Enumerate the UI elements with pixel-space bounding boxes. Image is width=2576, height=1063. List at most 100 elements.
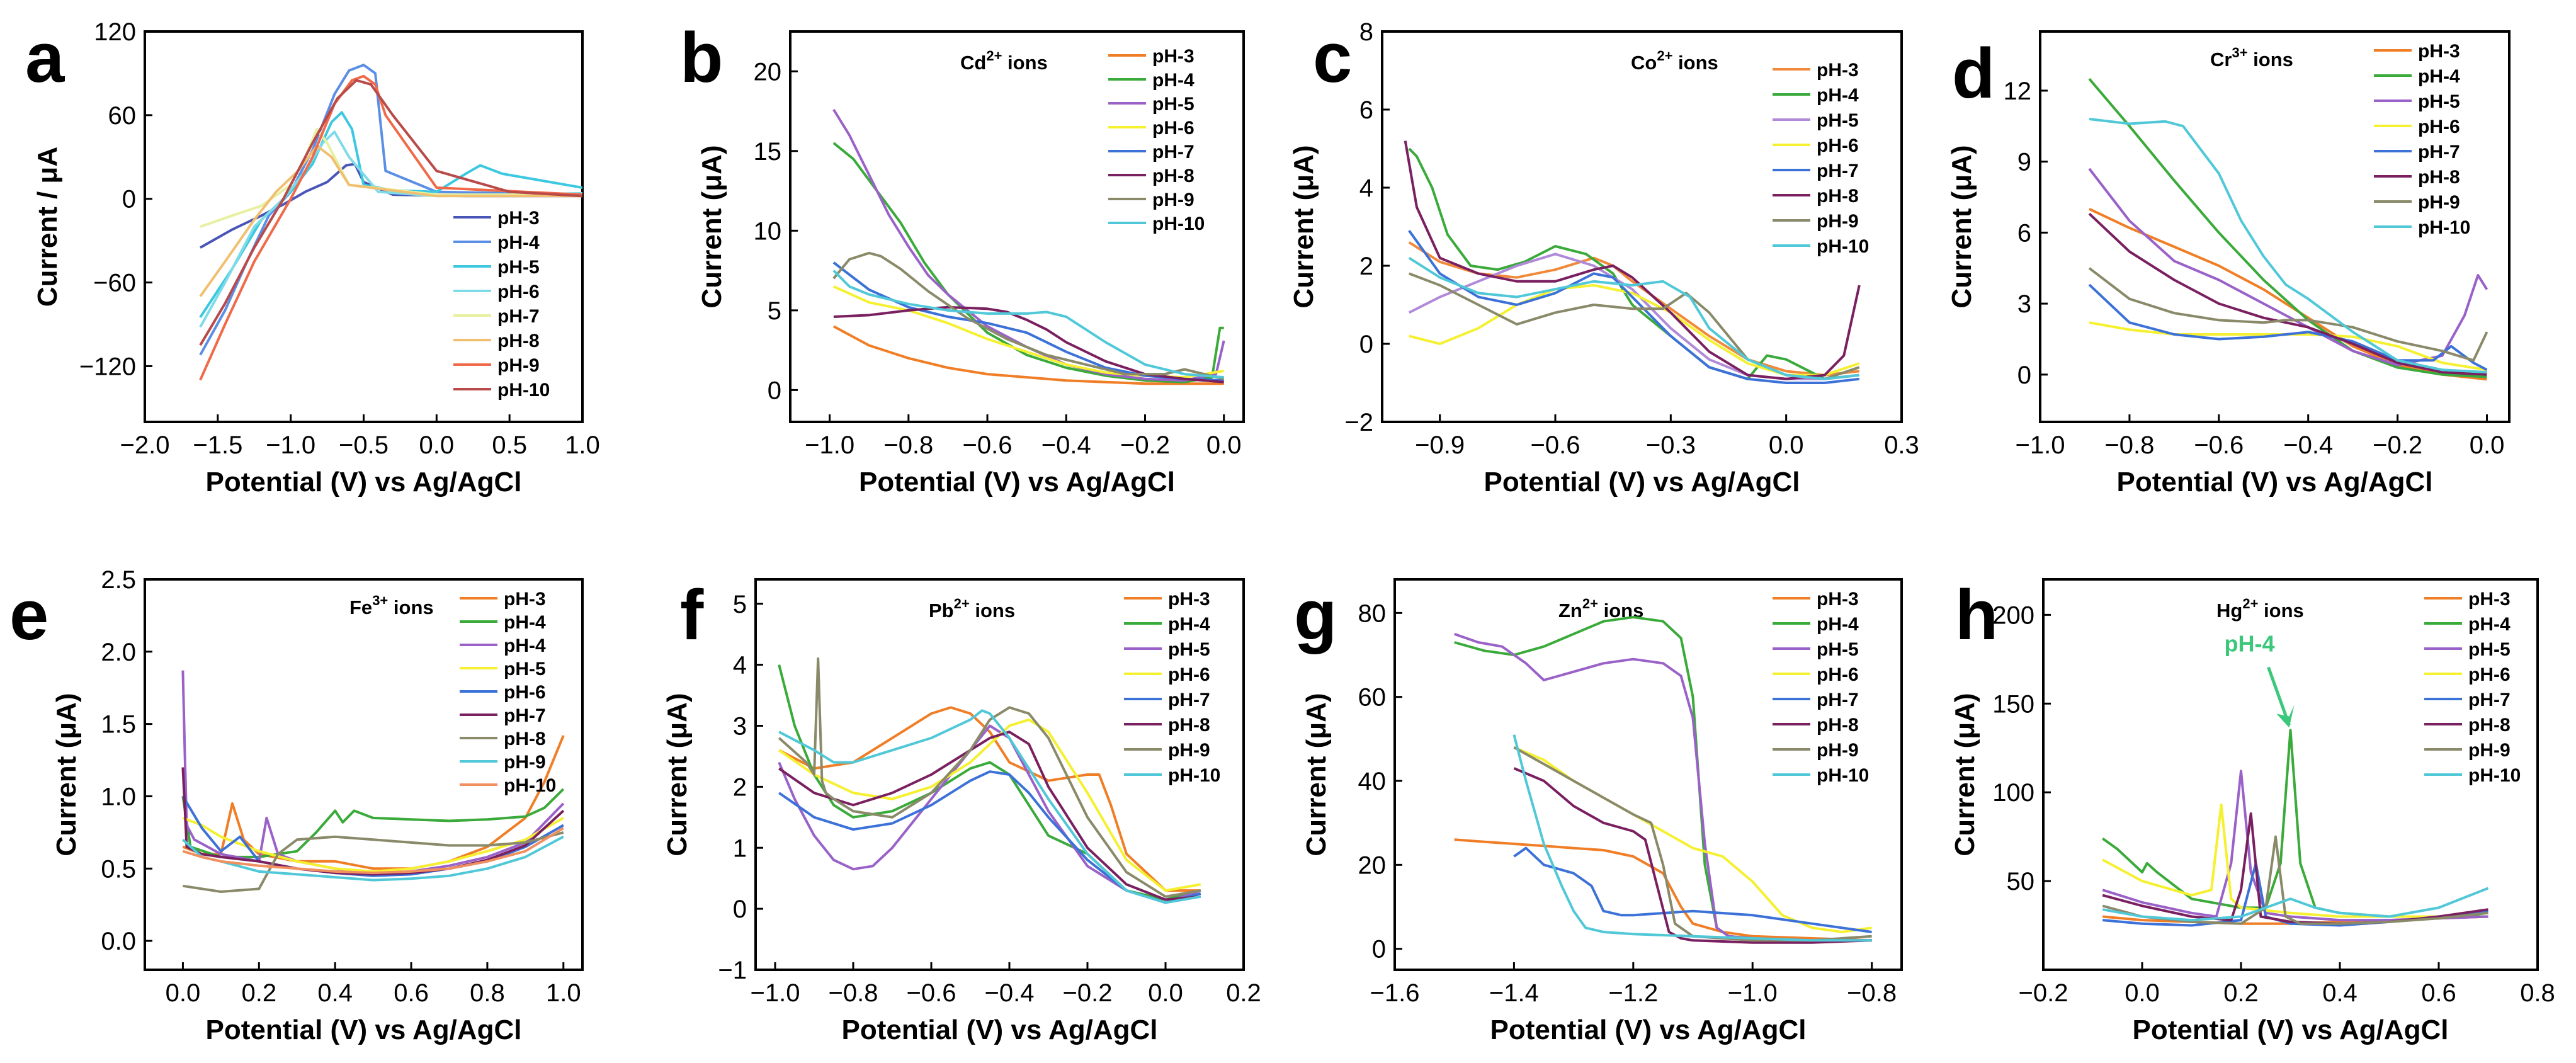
x-tick-label: 0.2 bbox=[241, 979, 276, 1007]
x-tick-label: 1.0 bbox=[565, 431, 600, 459]
plot-frame bbox=[144, 578, 584, 971]
series-line-pH-7 bbox=[1408, 230, 1860, 384]
x-tick-label: −1.5 bbox=[193, 431, 242, 459]
x-tick-label: −1.0 bbox=[1728, 979, 1778, 1007]
legend-label: pH-5 bbox=[504, 659, 546, 679]
y-tick-label: 15 bbox=[754, 138, 782, 166]
plot-frame bbox=[1381, 30, 1903, 423]
series-line-pH-5 bbox=[182, 817, 564, 873]
panel-title: Fe3+ ions bbox=[349, 593, 434, 618]
x-axis-title: Potential (V) vs Ag/AgCl bbox=[859, 467, 1175, 497]
y-tick-label: 60 bbox=[1358, 684, 1387, 712]
y-tick-label: 6 bbox=[2017, 219, 2031, 247]
x-tick-label: −0.6 bbox=[2194, 431, 2244, 459]
legend-label: pH-6 bbox=[497, 281, 540, 302]
x-tick-label: −1.4 bbox=[1489, 979, 1539, 1007]
legend-label: pH-8 bbox=[1817, 715, 1859, 736]
x-tick-label: 0.6 bbox=[394, 979, 429, 1007]
series-line-pH-5 bbox=[1454, 632, 1872, 942]
legend-label: pH-9 bbox=[1817, 740, 1859, 761]
plot-frame bbox=[789, 30, 1245, 423]
x-tick-label: 0.0 bbox=[2470, 431, 2505, 459]
x-tick-label: −0.2 bbox=[2373, 431, 2422, 459]
series-line-pH-3 bbox=[778, 706, 1201, 892]
legend-label: pH-9 bbox=[1168, 740, 1210, 761]
y-tick-label: 1.0 bbox=[101, 783, 136, 810]
series-line-pH-9 bbox=[2102, 835, 2488, 925]
y-tick-label: −120 bbox=[79, 353, 136, 380]
x-tick-label: 1.0 bbox=[546, 979, 581, 1007]
x-tick-label: −0.8 bbox=[1847, 979, 1897, 1007]
x-tick-label: −0.6 bbox=[963, 431, 1013, 459]
x-tick-label: 0.2 bbox=[1226, 979, 1261, 1007]
series-line-pH-8 bbox=[1513, 767, 1872, 944]
legend-label: pH-9 bbox=[1817, 211, 1859, 232]
y-tick-label: −2 bbox=[1344, 409, 1373, 436]
y-tick-label: 2.5 bbox=[101, 566, 136, 594]
y-tick-label: 3 bbox=[2017, 290, 2031, 318]
series-line-pH-8 bbox=[2088, 212, 2487, 376]
y-axis-title: Current / μA bbox=[32, 147, 63, 307]
legend-label: pH-5 bbox=[1817, 110, 1859, 131]
legend-label: pH-4 bbox=[2418, 66, 2460, 87]
x-tick-label: 0.0 bbox=[1148, 979, 1183, 1007]
y-tick-label: 0 bbox=[1359, 331, 1373, 358]
legend-label: pH-5 bbox=[497, 257, 540, 278]
x-tick-label: −0.4 bbox=[985, 979, 1035, 1007]
series-line-pH-9 bbox=[832, 251, 1225, 380]
y-tick-label: 0 bbox=[1372, 936, 1386, 964]
series-line-pH-10 bbox=[832, 270, 1224, 379]
legend-label: pH-3 bbox=[497, 208, 540, 229]
y-tick-label: −1 bbox=[718, 957, 747, 984]
y-tick-label: 5 bbox=[733, 591, 747, 618]
chart-panel-g: g −1.6 −1.4 −1.2 −1.0 −0.8 0 20 40 60 80 Potential … bbox=[1294, 576, 1903, 1045]
y-tick-label: 2 bbox=[1359, 253, 1373, 280]
x-axis-title: Potential (V) vs Ag/AgCl bbox=[2133, 1015, 2449, 1045]
x-tick-label: 0.0 bbox=[1769, 431, 1804, 459]
chart-panel-c: c −0.9 −0.6 −0.3 0.0 0.3 −2 0 2 4 6 8 Potential (V) … bbox=[1288, 18, 1919, 497]
legend-label: pH-4 bbox=[1817, 85, 1859, 106]
x-tick-label: −1.0 bbox=[2016, 431, 2065, 459]
x-tick-label: −1.0 bbox=[266, 431, 315, 459]
legend-label: pH-4 bbox=[497, 232, 540, 253]
y-tick-label: 8 bbox=[1359, 18, 1373, 46]
legend-label: pH-8 bbox=[1168, 715, 1210, 736]
legend-label: pH-7 bbox=[1817, 690, 1859, 710]
x-tick-label: −1.2 bbox=[1608, 979, 1658, 1007]
y-tick-label: 0 bbox=[122, 186, 136, 213]
series-line-pH-4 bbox=[1408, 147, 1860, 380]
series-line-pH-9 bbox=[2088, 267, 2488, 362]
x-tick-label: 0.0 bbox=[419, 431, 455, 459]
legend-label: pH-3 bbox=[1817, 60, 1859, 81]
x-tick-label: −0.8 bbox=[829, 979, 878, 1007]
series-line-pH-9 bbox=[1513, 746, 1872, 942]
plot-frame bbox=[2042, 578, 2539, 971]
legend-label: pH-8 bbox=[1817, 186, 1859, 207]
y-tick-label: 100 bbox=[1992, 779, 2034, 807]
y-tick-label: 12 bbox=[2004, 77, 2032, 105]
x-tick-label: −0.6 bbox=[907, 979, 956, 1007]
y-tick-label: 4 bbox=[1359, 174, 1373, 202]
series-line-pH-8 bbox=[833, 305, 1224, 384]
x-tick-label: −0.6 bbox=[1531, 431, 1580, 459]
y-tick-label: 1.5 bbox=[101, 711, 136, 739]
legend-label: pH-4 bbox=[1817, 614, 1859, 635]
y-tick-label: 1 bbox=[733, 834, 747, 862]
panel-title: Hg2+ ions bbox=[2216, 596, 2304, 622]
x-axis-title: Potential (V) vs Ag/AgCl bbox=[1484, 467, 1800, 497]
legend-label: pH-8 bbox=[1152, 166, 1194, 186]
series-line-pH-6 bbox=[2089, 321, 2487, 372]
y-tick-label: 150 bbox=[1992, 690, 2034, 718]
x-tick-label: −0.2 bbox=[1063, 979, 1113, 1007]
x-tick-label: 0.8 bbox=[2520, 979, 2555, 1007]
legend-label: pH-4 bbox=[504, 635, 546, 656]
x-axis-title: Potential (V) vs Ag/AgCl bbox=[206, 1015, 522, 1045]
y-tick-label: 80 bbox=[1358, 600, 1387, 627]
y-tick-label: 5 bbox=[768, 297, 781, 325]
series-line-pH-4 bbox=[181, 788, 565, 858]
annotation-arrow bbox=[2267, 666, 2291, 726]
series-line-pH-4 bbox=[1454, 616, 1872, 942]
x-axis-title: Potential (V) vs Ag/AgCl bbox=[842, 1015, 1158, 1045]
y-axis-title: Current (μA) bbox=[1949, 693, 1980, 856]
